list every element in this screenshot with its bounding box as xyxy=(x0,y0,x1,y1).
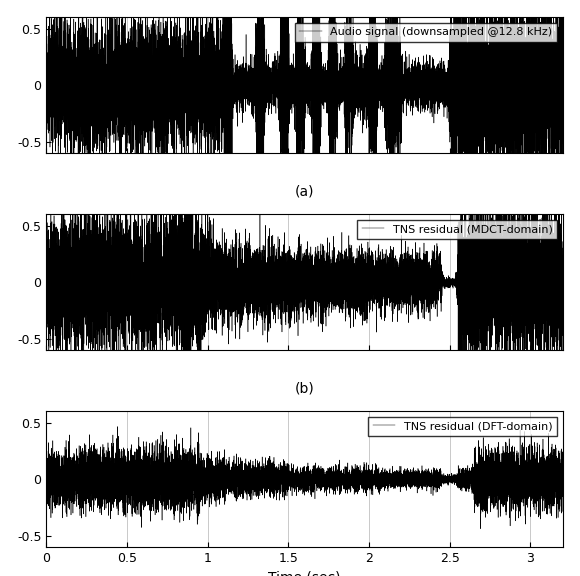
Text: (a): (a) xyxy=(295,185,314,199)
Legend: Audio signal (downsampled @12.8 kHz): Audio signal (downsampled @12.8 kHz) xyxy=(295,23,557,42)
Legend: TNS residual (MDCT-domain): TNS residual (MDCT-domain) xyxy=(357,220,557,239)
X-axis label: Time (sec): Time (sec) xyxy=(268,571,341,576)
Legend: TNS residual (DFT-domain): TNS residual (DFT-domain) xyxy=(368,417,557,436)
Text: (b): (b) xyxy=(295,382,314,396)
